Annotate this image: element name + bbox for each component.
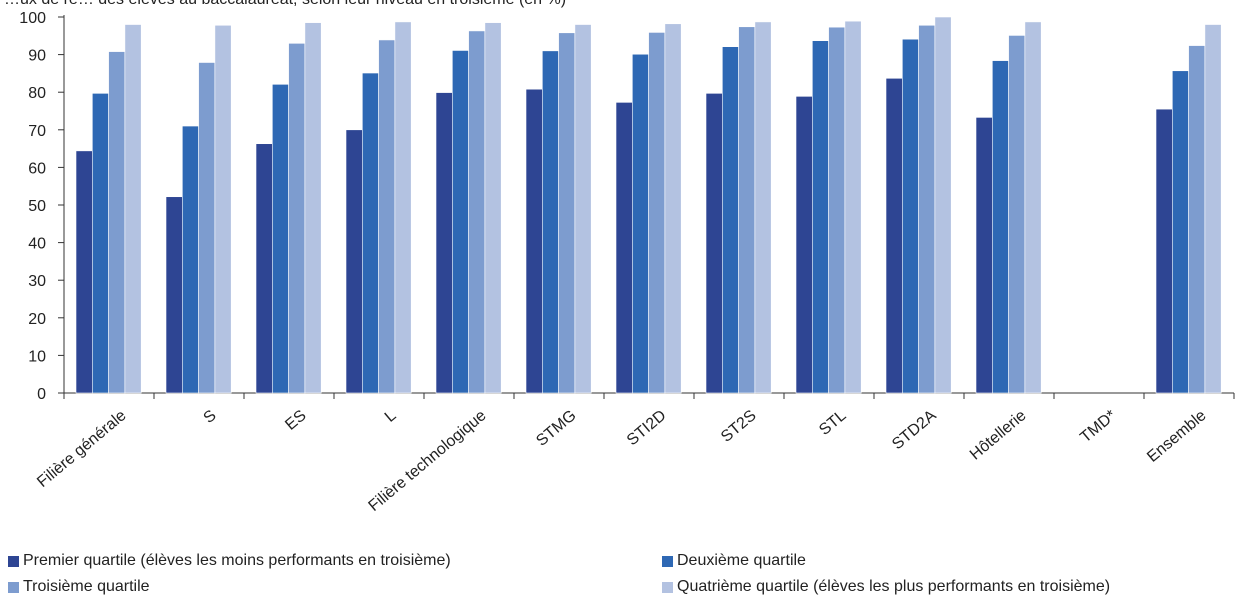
bar	[1188, 45, 1206, 394]
bar	[721, 46, 739, 394]
bar	[541, 50, 559, 394]
y-tick-label: 20	[28, 311, 46, 328]
bar	[558, 32, 576, 394]
legend-swatch-deuxieme-quartile	[662, 555, 673, 567]
bar	[705, 93, 723, 394]
bar	[484, 22, 502, 394]
x-category-label: TMD*	[1077, 407, 1119, 446]
bar	[255, 143, 273, 394]
y-tick-label: 50	[28, 198, 46, 215]
bar	[288, 43, 306, 394]
legend-label-troisieme-quartile: Troisième quartile	[23, 578, 150, 595]
x-category-label: S	[200, 407, 219, 427]
bar	[75, 150, 93, 394]
x-category-label: Hôtellerie	[967, 407, 1030, 464]
bar	[525, 88, 543, 394]
bar	[631, 53, 649, 394]
bar	[754, 21, 772, 394]
bar	[108, 51, 126, 394]
bar	[214, 24, 232, 394]
bar	[198, 62, 216, 394]
bar	[828, 26, 846, 394]
bar	[1204, 24, 1222, 394]
x-category-label: L	[382, 407, 400, 426]
x-category-label: STL	[816, 407, 849, 439]
bar-chart: …ux de ré… des élèves au baccalauréat, s…	[4, 0, 1235, 515]
x-category-label: Ensemble	[1144, 407, 1210, 466]
x-category-label: STI2D	[624, 407, 670, 449]
legend-item-quatrieme-quartile: Quatrième quartile (élèves les plus perf…	[662, 577, 1110, 597]
y-tick-label: 30	[28, 273, 46, 290]
bar	[451, 50, 469, 394]
x-category-label: Filière générale	[34, 407, 129, 491]
chart-title: …ux de ré… des élèves au baccalauréat, s…	[4, 0, 566, 8]
x-category-label: STMG	[533, 407, 579, 450]
bars	[75, 16, 1222, 394]
x-category-label: STD2A	[889, 407, 940, 453]
x-category-label: Filière technologique	[366, 407, 490, 515]
bar	[468, 30, 486, 394]
y-tick-label: 40	[28, 236, 46, 253]
y-tick-label: 90	[28, 48, 46, 65]
bar	[1008, 35, 1026, 394]
legend-label-quatrieme-quartile: Quatrième quartile (élèves les plus perf…	[677, 578, 1111, 595]
legend-label-deuxieme-quartile: Deuxième quartile	[677, 552, 806, 569]
x-category-label: ES	[282, 407, 309, 434]
legend-label-premier-quartile: Premier quartile (élèves les moins perfo…	[23, 552, 451, 569]
bar	[844, 20, 862, 394]
legend-item-deuxieme-quartile: Deuxième quartile	[662, 551, 806, 571]
bar	[1155, 108, 1173, 394]
y-tick-label: 70	[28, 123, 46, 140]
bar	[648, 32, 666, 394]
legend-item-premier-quartile: Premier quartile (élèves les moins perfo…	[8, 551, 451, 571]
legend: Premier quartile (élèves les moins perfo…	[0, 540, 1239, 599]
y-tick-label: 100	[19, 10, 46, 27]
bar	[92, 93, 109, 394]
bar	[975, 117, 993, 394]
bar	[991, 60, 1009, 394]
bar	[182, 125, 199, 394]
legend-swatch-quatrieme-quartile	[662, 581, 673, 593]
legend-swatch-premier-quartile	[8, 555, 19, 567]
y-tick-label: 60	[28, 160, 46, 177]
bar	[901, 38, 919, 394]
legend-swatch-troisieme-quartile	[8, 581, 19, 593]
bar	[378, 39, 396, 394]
bar	[795, 96, 813, 394]
bar	[435, 92, 453, 394]
bar	[615, 102, 633, 394]
bar	[124, 24, 142, 394]
bar	[885, 77, 903, 394]
bar	[738, 26, 756, 394]
bar	[934, 16, 952, 394]
bar	[165, 196, 183, 394]
bar	[918, 24, 936, 394]
y-tick-label: 0	[37, 386, 46, 403]
bar	[271, 84, 289, 394]
bar	[811, 40, 829, 394]
bar	[361, 72, 379, 394]
bar	[1024, 21, 1042, 394]
bar	[394, 21, 412, 394]
bar	[1172, 70, 1189, 394]
y-axis: 0 10 20 30 40 50 60 70 80 90 100	[19, 10, 65, 403]
bar	[574, 24, 592, 394]
bar	[345, 129, 363, 394]
legend-item-troisieme-quartile: Troisième quartile	[8, 577, 150, 597]
y-tick-label: 80	[28, 85, 46, 102]
x-category-label: ST2S	[718, 407, 760, 446]
bar	[664, 23, 682, 394]
bar	[304, 22, 322, 394]
y-tick-label: 10	[28, 348, 46, 365]
